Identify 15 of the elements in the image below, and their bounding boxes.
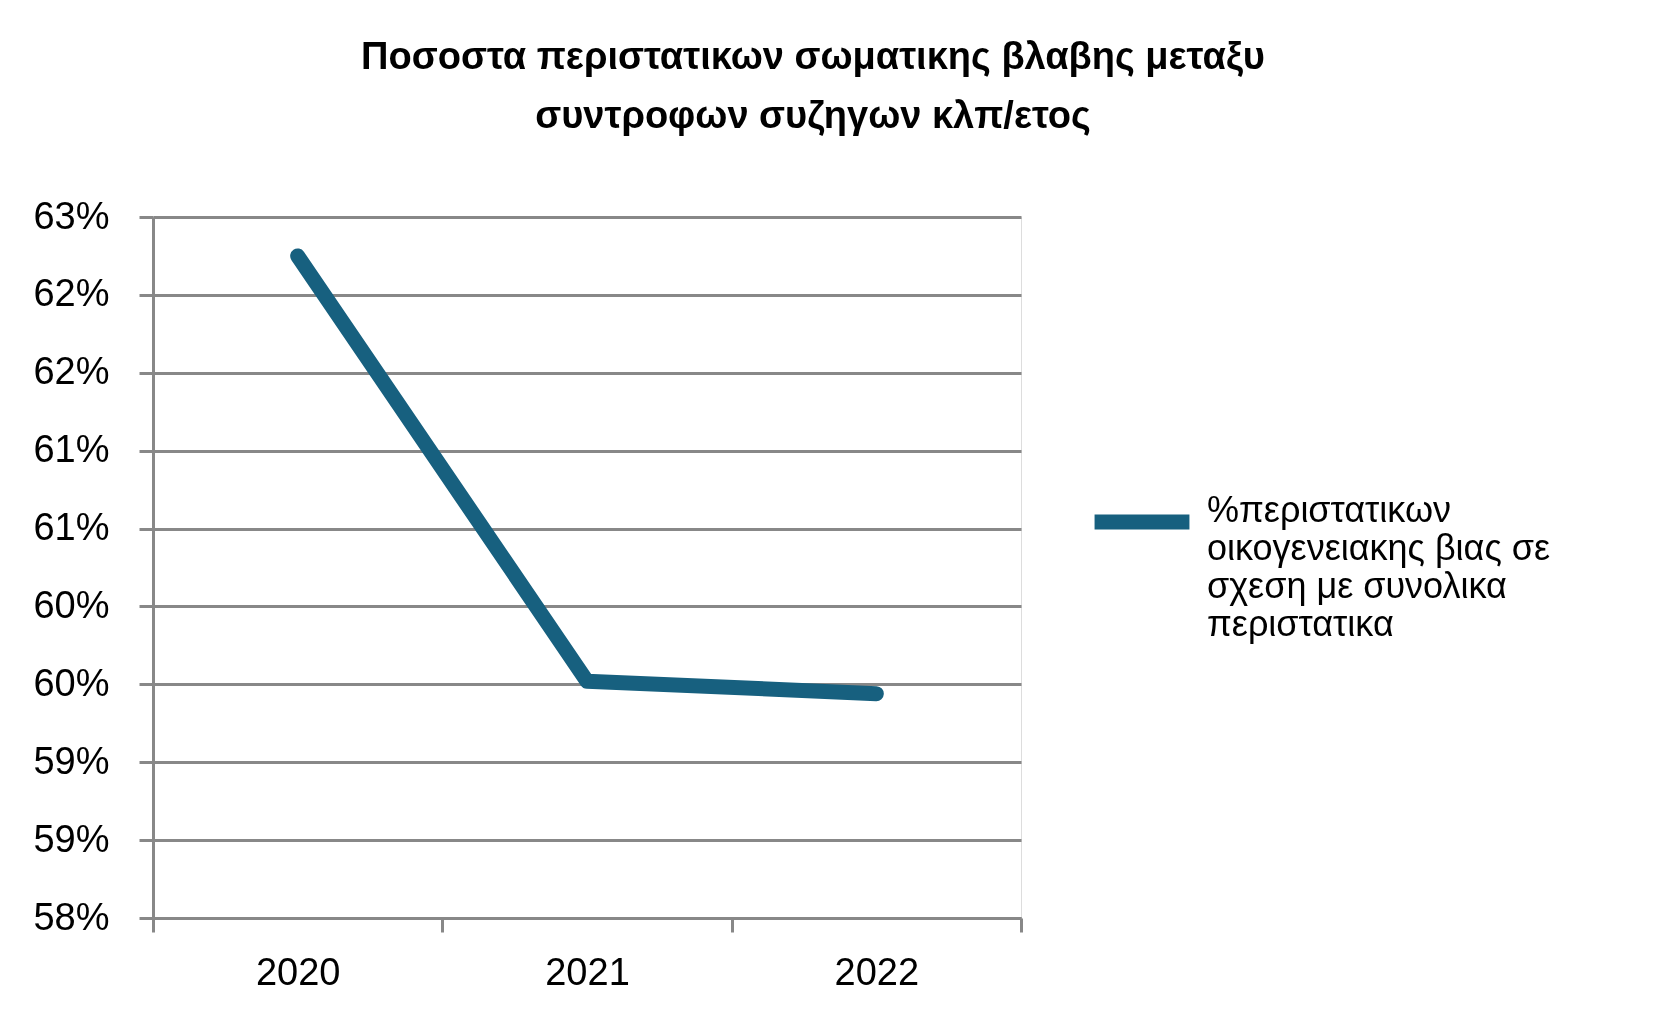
chart-title: Ποσοστα περιστατικων σωματικης βλαβης μεταξυ συντροφων συζηγων κλπ/ετος bbox=[361, 35, 1265, 136]
y-tick-label: 60% bbox=[33, 661, 110, 704]
x-tick-label: 2022 bbox=[834, 950, 920, 993]
x-tick-label: 2020 bbox=[255, 950, 341, 993]
legend-label: %περιστατικων οικογενειακης βιας σε σχεση με συνολικα περιστατικα bbox=[1207, 489, 1551, 644]
y-tick-label: 59% bbox=[33, 739, 110, 782]
y-tick-label: 61% bbox=[33, 428, 110, 471]
y-tick-label: 59% bbox=[33, 817, 110, 860]
y-tick-label: 60% bbox=[33, 583, 110, 626]
y-tick-label: 62% bbox=[33, 350, 110, 393]
x-tick-label: 2021 bbox=[545, 950, 630, 993]
y-tick-label: 63% bbox=[33, 194, 110, 237]
y-tick-label: 62% bbox=[33, 272, 110, 315]
y-tick-label: 61% bbox=[33, 506, 110, 549]
y-tick-label: 58% bbox=[33, 895, 110, 938]
